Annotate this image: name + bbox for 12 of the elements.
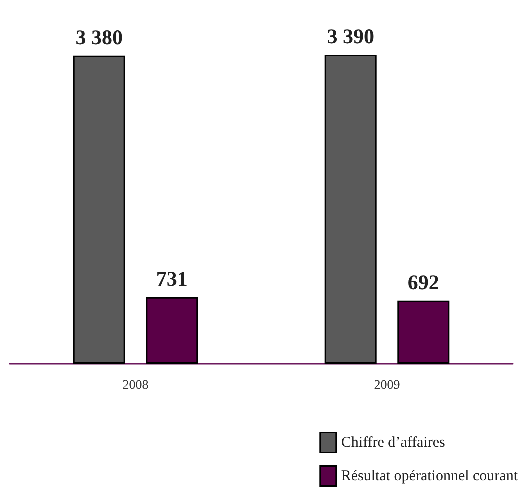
data-label: 3 390 bbox=[327, 24, 374, 49]
data-label: 3 380 bbox=[76, 25, 123, 50]
x-tick-label: 2008 bbox=[122, 377, 149, 392]
legend-label: Chiffre d’affaires bbox=[341, 434, 446, 451]
data-label: 692 bbox=[408, 270, 440, 294]
bar bbox=[398, 300, 450, 364]
data-label: 731 bbox=[156, 266, 188, 291]
legend-label: Résultat opérationnel courant bbox=[341, 468, 519, 484]
bar bbox=[146, 297, 198, 364]
bar bbox=[324, 55, 377, 364]
bar bbox=[73, 56, 126, 364]
x-tick-label: 2009 bbox=[374, 377, 400, 392]
